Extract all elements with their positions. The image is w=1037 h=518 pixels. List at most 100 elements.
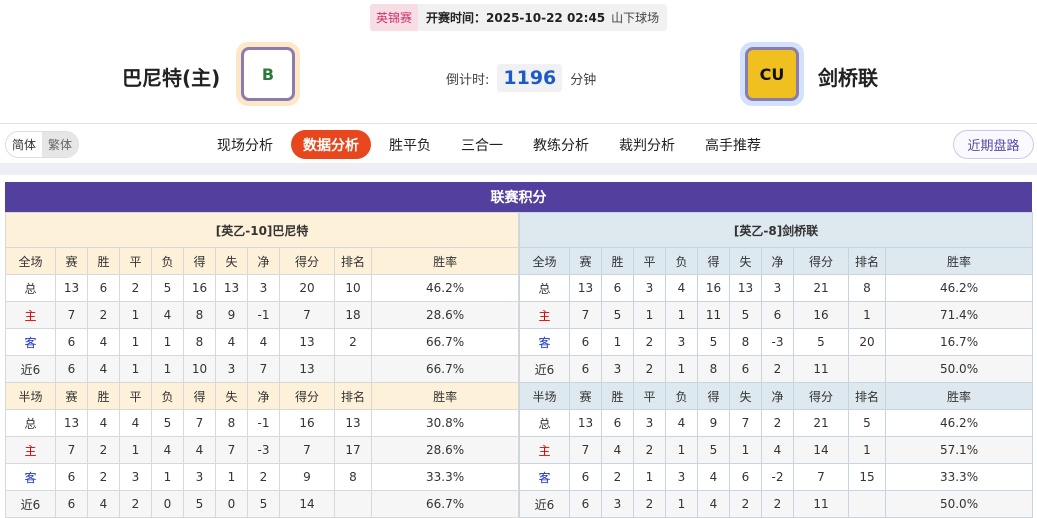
tab-0[interactable]: 现场分析 [217, 137, 273, 154]
cell: 13 [55, 274, 88, 302]
column-header: 负 [665, 382, 698, 410]
cell: 8 [334, 463, 372, 491]
column-header: 胜率 [370, 247, 520, 275]
column-header: 净 [761, 247, 794, 275]
cell: 28.6% [370, 436, 520, 464]
row-label: 主 [5, 436, 56, 464]
cell: 5 [729, 301, 762, 329]
lang-traditional[interactable]: 繁体 [42, 132, 79, 157]
cell: 1 [215, 463, 248, 491]
cell: 7 [215, 436, 248, 464]
cell: 4 [151, 436, 184, 464]
cell: 6 [761, 301, 794, 329]
cell: 3 [247, 274, 280, 302]
column-header: 赛 [569, 247, 602, 275]
recent-odds-button[interactable]: 近期盘路 [953, 130, 1034, 159]
column-header-row: 全场赛胜平负得失净得分 排名 胜率 [5, 247, 520, 275]
cell: 1 [119, 301, 152, 329]
cell: 6 [569, 328, 602, 356]
cell: 13 [729, 274, 762, 302]
cell: 1 [633, 463, 666, 491]
tab-1[interactable]: 数据分析 [291, 130, 371, 159]
cell: 3 [601, 355, 634, 383]
column-header: 失 [729, 247, 762, 275]
column-header: 得分 [279, 247, 335, 275]
table-row: 总 13 6 2 5 16 13 3 20 10 46.2% [5, 274, 520, 302]
cell [334, 490, 372, 518]
row-label: 总 [5, 274, 56, 302]
home-team-logo[interactable]: B [236, 42, 300, 106]
table-title: [英乙-10]巴尼特 [4, 212, 520, 248]
cell: 3 [183, 463, 216, 491]
away-team-name[interactable]: 剑桥联 [818, 66, 878, 90]
table-row: 主 7 5 1 1 11 5 6 16 1 71.4% [519, 301, 1034, 329]
cell: 3 [119, 463, 152, 491]
cell: 7 [729, 409, 762, 437]
league-label[interactable]: 英锦赛 [370, 4, 419, 31]
cell: 6 [601, 409, 634, 437]
row-label: 主 [5, 301, 56, 329]
cell: 16 [697, 274, 730, 302]
table-row: 客 6 1 2 3 5 8 -3 5 20 16.7% [519, 328, 1034, 356]
cell: 7 [569, 436, 602, 464]
cell: 9 [215, 301, 248, 329]
block-label: 全场 [5, 247, 56, 275]
home-team-name[interactable]: 巴尼特(主) [122, 66, 221, 90]
cell: 6 [729, 463, 762, 491]
cell: 2 [87, 301, 120, 329]
cell: 71.4% [884, 301, 1034, 329]
block-label: 全场 [519, 247, 570, 275]
cell: 8 [215, 409, 248, 437]
row-label: 近6 [5, 355, 56, 383]
cell [334, 355, 372, 383]
cell: 16 [793, 301, 849, 329]
tab-6[interactable]: 高手推荐 [705, 137, 761, 154]
cell: 2 [761, 490, 794, 518]
table-row: 客 6 2 3 1 3 1 2 9 8 33.3% [5, 463, 520, 491]
kickoff-time: 开赛时间：2025-10-22 02:45 [426, 11, 606, 25]
cell: 1 [665, 490, 698, 518]
cell: 3 [633, 409, 666, 437]
cell: 1 [665, 436, 698, 464]
cell: 7 [183, 409, 216, 437]
cell: 16.7% [884, 328, 1034, 356]
column-header: 得 [183, 247, 216, 275]
cell: 16 [183, 274, 216, 302]
cell: 1 [665, 301, 698, 329]
cell: 4 [151, 301, 184, 329]
away-standings-table: [英乙-8]剑桥联 全场赛胜平负得失净得分 排名 胜率总 13 6 3 4 16 13 3 21 8 46… [518, 212, 1034, 518]
cell: 4 [247, 328, 280, 356]
nav-tabs: 现场分析 数据分析 胜平负 三合一 教练分析 裁判分析 高手推荐 [205, 130, 779, 159]
column-header: 净 [247, 382, 280, 410]
column-header: 得分 [793, 247, 849, 275]
cell: 5 [601, 301, 634, 329]
table-row: 总 13 6 3 4 16 13 3 21 8 46.2% [519, 274, 1034, 302]
column-header: 排名 [848, 247, 886, 275]
cell: 57.1% [884, 436, 1034, 464]
lang-simplified[interactable]: 简体 [12, 138, 37, 152]
tab-5[interactable]: 裁判分析 [619, 137, 675, 154]
cell: 10 [183, 355, 216, 383]
cell: 15 [848, 463, 886, 491]
column-header: 胜率 [370, 382, 520, 410]
cell: 9 [279, 463, 335, 491]
cell: 8 [183, 328, 216, 356]
column-header: 胜 [87, 382, 120, 410]
column-header-row: 半场赛胜平负得失净得分 排名 胜率 [519, 382, 1034, 410]
cell: 6 [569, 355, 602, 383]
cell: 2 [761, 409, 794, 437]
cell: 1 [601, 328, 634, 356]
away-team-logo[interactable]: CU [740, 42, 804, 106]
cell: 4 [215, 328, 248, 356]
cell: 7 [793, 463, 849, 491]
row-label: 客 [5, 328, 56, 356]
tab-3[interactable]: 三合一 [461, 137, 503, 154]
table-row: 总 13 6 3 4 9 7 2 21 5 46.2% [519, 409, 1034, 437]
cell: 46.2% [884, 409, 1034, 437]
tab-4[interactable]: 教练分析 [533, 137, 589, 154]
cell: 4 [87, 328, 120, 356]
cell: 21 [793, 409, 849, 437]
column-header: 胜 [87, 247, 120, 275]
tab-2[interactable]: 胜平负 [389, 137, 431, 154]
row-label: 客 [519, 328, 570, 356]
